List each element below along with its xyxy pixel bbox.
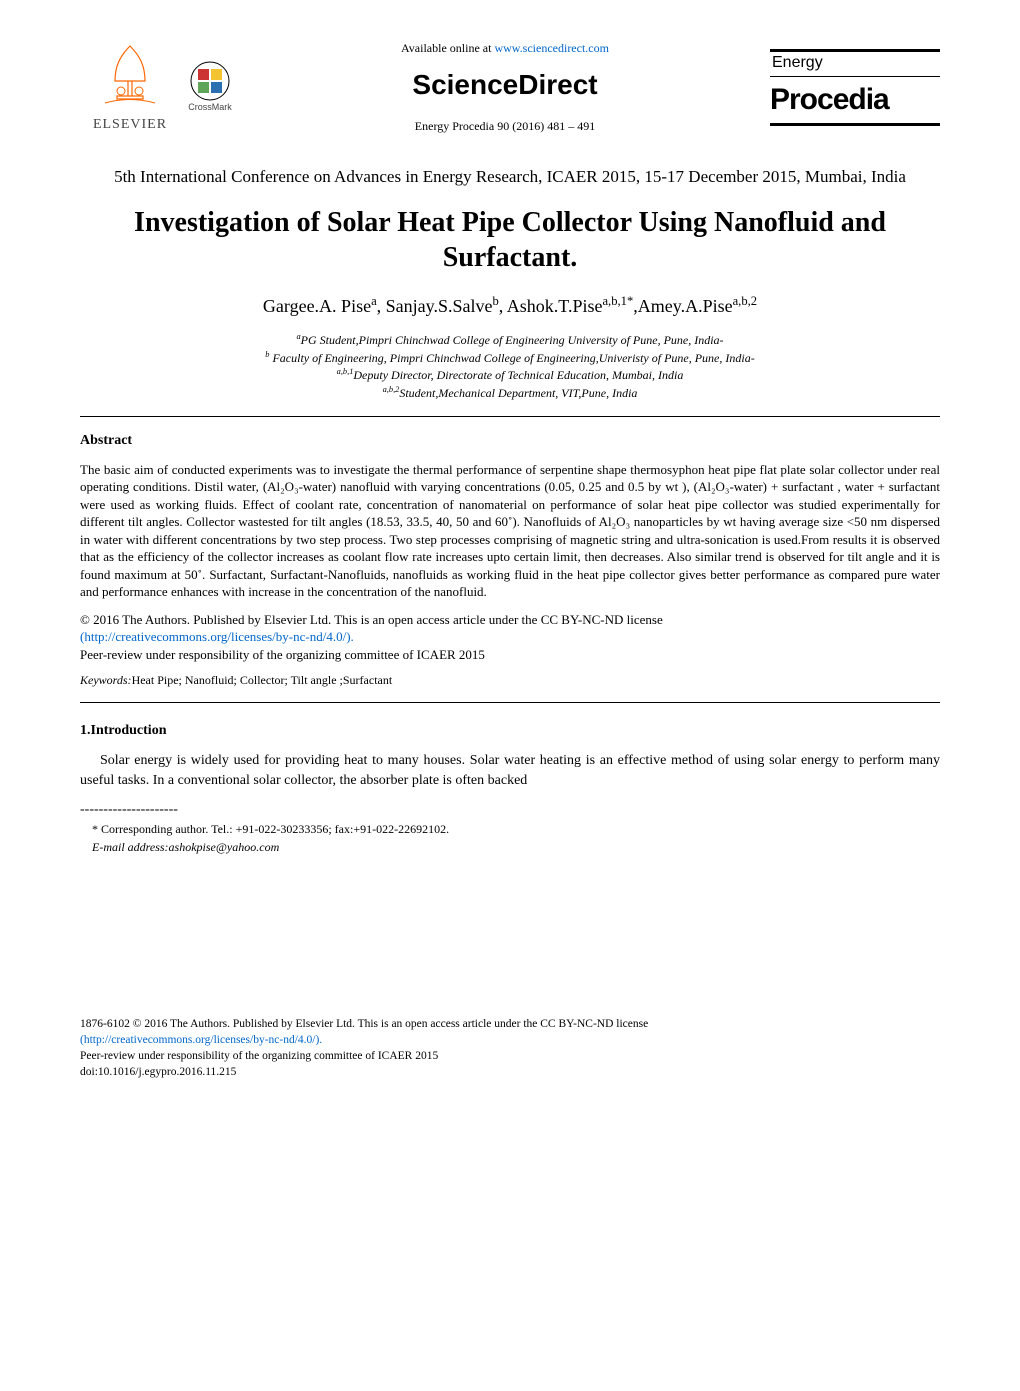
available-prefix: Available online at (401, 41, 494, 55)
crossmark-badge[interactable]: CrossMark (180, 61, 240, 114)
affiliation-line: a,b,1Deputy Director, Directorate of Tec… (80, 366, 940, 384)
copyright-line1: © 2016 The Authors. Published by Elsevie… (80, 611, 940, 629)
keywords: Keywords:Heat Pipe; Nanofluid; Collector… (80, 672, 940, 689)
rule-bottom (80, 702, 940, 703)
email-label: E-mail address: (92, 840, 169, 854)
footer-peer: Peer-review under responsibility of the … (80, 1048, 940, 1064)
email-address[interactable]: ashokpise@yahoo.com (169, 840, 280, 854)
affiliation-line: b Faculty of Engineering, Pimpri Chinchw… (80, 349, 940, 367)
conference-line: 5th International Conference on Advances… (80, 165, 940, 189)
abstract-heading: Abstract (80, 431, 940, 451)
citation: Energy Procedia 90 (2016) 481 – 491 (260, 118, 750, 135)
paper-title: Investigation of Solar Heat Pipe Collect… (80, 205, 940, 275)
footnote-dashes: --------------------- (80, 800, 940, 820)
intro-body: Solar energy is widely used for providin… (80, 751, 940, 790)
crossmark-label: CrossMark (188, 101, 232, 114)
page-header: ELSEVIER CrossMark Available online at w… (80, 40, 940, 135)
crossmark-icon (190, 61, 230, 101)
page-footer: 1876-6102 © 2016 The Authors. Published … (80, 1016, 940, 1080)
affiliation-line: a,b,2Student,Mechanical Department, VIT,… (80, 384, 940, 402)
elsevier-tree-icon (95, 41, 165, 111)
sciencedirect-logo: ScienceDirect (260, 65, 750, 104)
keywords-value: Heat Pipe; Nanofluid; Collector; Tilt an… (132, 673, 393, 687)
available-online: Available online at www.sciencedirect.co… (260, 40, 750, 57)
sciencedirect-link[interactable]: www.sciencedirect.com (494, 41, 609, 55)
elsevier-text: ELSEVIER (93, 115, 167, 135)
authors: Gargee.A. Pisea, Sanjay.S.Salveb, Ashok.… (80, 293, 940, 319)
rule-top (80, 416, 940, 417)
affiliation-line: aPG Student,Pimpri Chinchwad College of … (80, 331, 940, 349)
journal-logo: Energy Procedia (770, 49, 940, 126)
footer-license-link[interactable]: (http://creativecommons.org/licenses/by-… (80, 1032, 940, 1048)
affiliations: aPG Student,Pimpri Chinchwad College of … (80, 331, 940, 402)
journal-energy: Energy (770, 49, 940, 77)
abstract-body: The basic aim of conducted experiments w… (80, 461, 940, 601)
journal-procedia: Procedia (770, 79, 940, 126)
header-center: Available online at www.sciencedirect.co… (240, 40, 770, 135)
copyright-block: © 2016 The Authors. Published by Elsevie… (80, 611, 940, 664)
footnote-corresponding: * Corresponding author. Tel.: +91-022-30… (80, 820, 940, 838)
footer-line1: 1876-6102 © 2016 The Authors. Published … (80, 1016, 940, 1032)
footnote-email: E-mail address:ashokpise@yahoo.com (80, 838, 940, 856)
peer-review: Peer-review under responsibility of the … (80, 646, 940, 664)
intro-heading: 1.Introduction (80, 721, 940, 741)
footer-doi: doi:10.1016/j.egypro.2016.11.215 (80, 1064, 940, 1080)
keywords-label: Keywords: (80, 673, 132, 687)
license-link[interactable]: (http://creativecommons.org/licenses/by-… (80, 628, 940, 646)
elsevier-logo: ELSEVIER (80, 41, 180, 135)
